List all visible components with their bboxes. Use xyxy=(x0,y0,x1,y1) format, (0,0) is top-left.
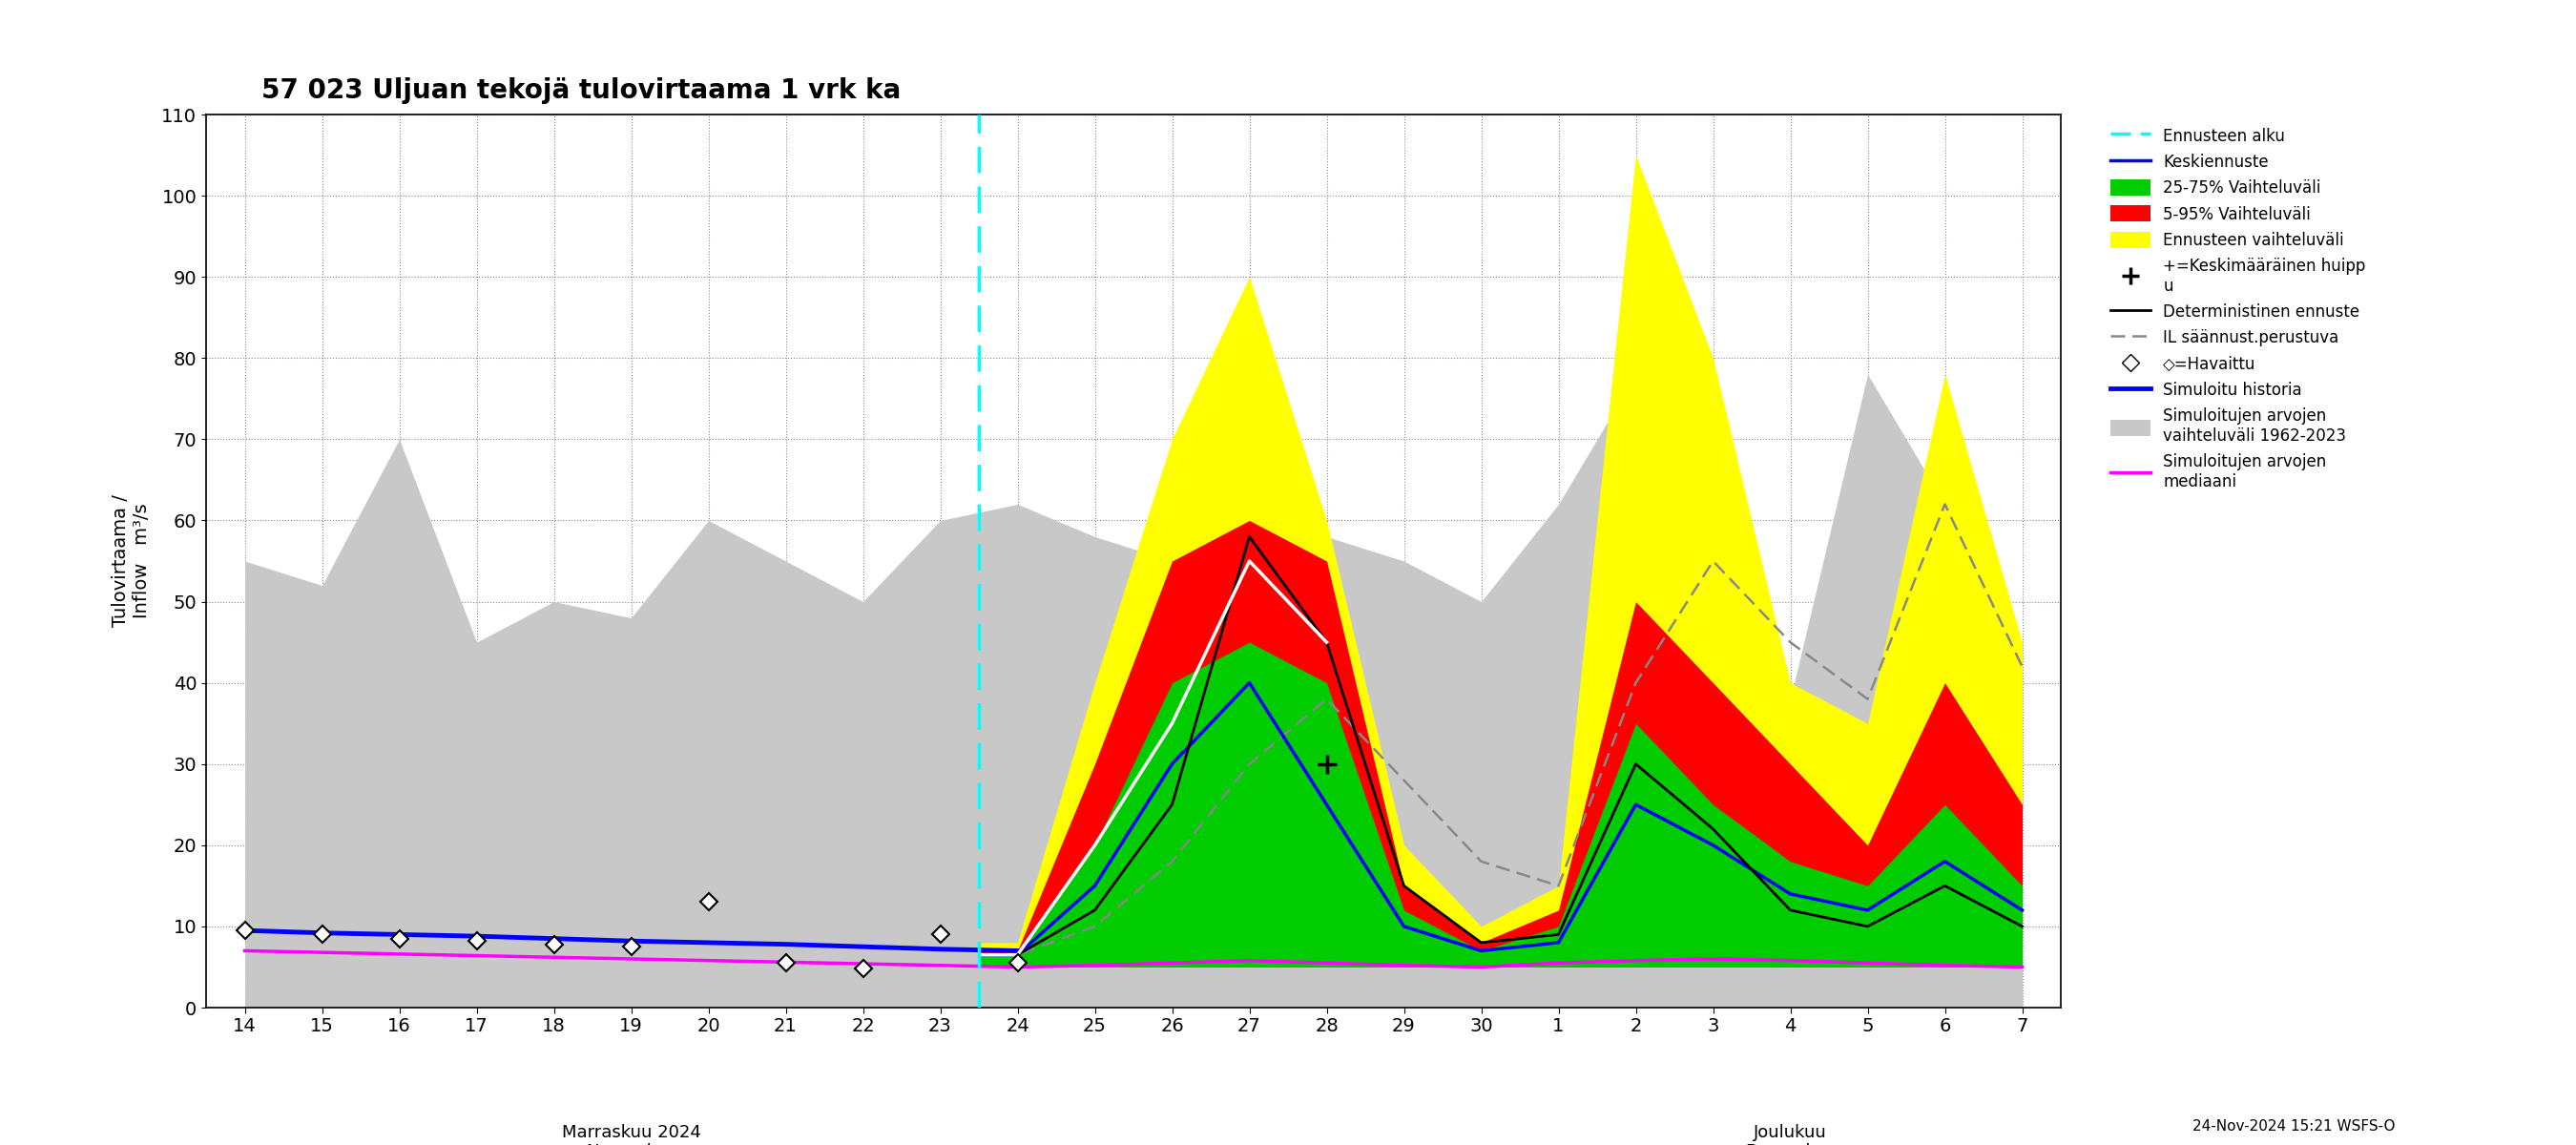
Text: Marraskuu 2024
November: Marraskuu 2024 November xyxy=(562,1123,701,1145)
Text: 24-Nov-2024 15:21 WSFS-O: 24-Nov-2024 15:21 WSFS-O xyxy=(2192,1120,2396,1134)
Legend: Ennusteen alku, Keskiennuste, 25-75% Vaihteluväli, 5-95% Vaihteluväli, Ennusteen: Ennusteen alku, Keskiennuste, 25-75% Vai… xyxy=(2105,123,2370,496)
Text: 57 023 Uljuan tekojä tulovirtaama 1 vrk ka: 57 023 Uljuan tekojä tulovirtaama 1 vrk … xyxy=(263,78,902,104)
Text: Joulukuu
December: Joulukuu December xyxy=(1747,1123,1834,1145)
Y-axis label: Tulovirtaama /
Inflow   m³/s: Tulovirtaama / Inflow m³/s xyxy=(111,495,152,627)
